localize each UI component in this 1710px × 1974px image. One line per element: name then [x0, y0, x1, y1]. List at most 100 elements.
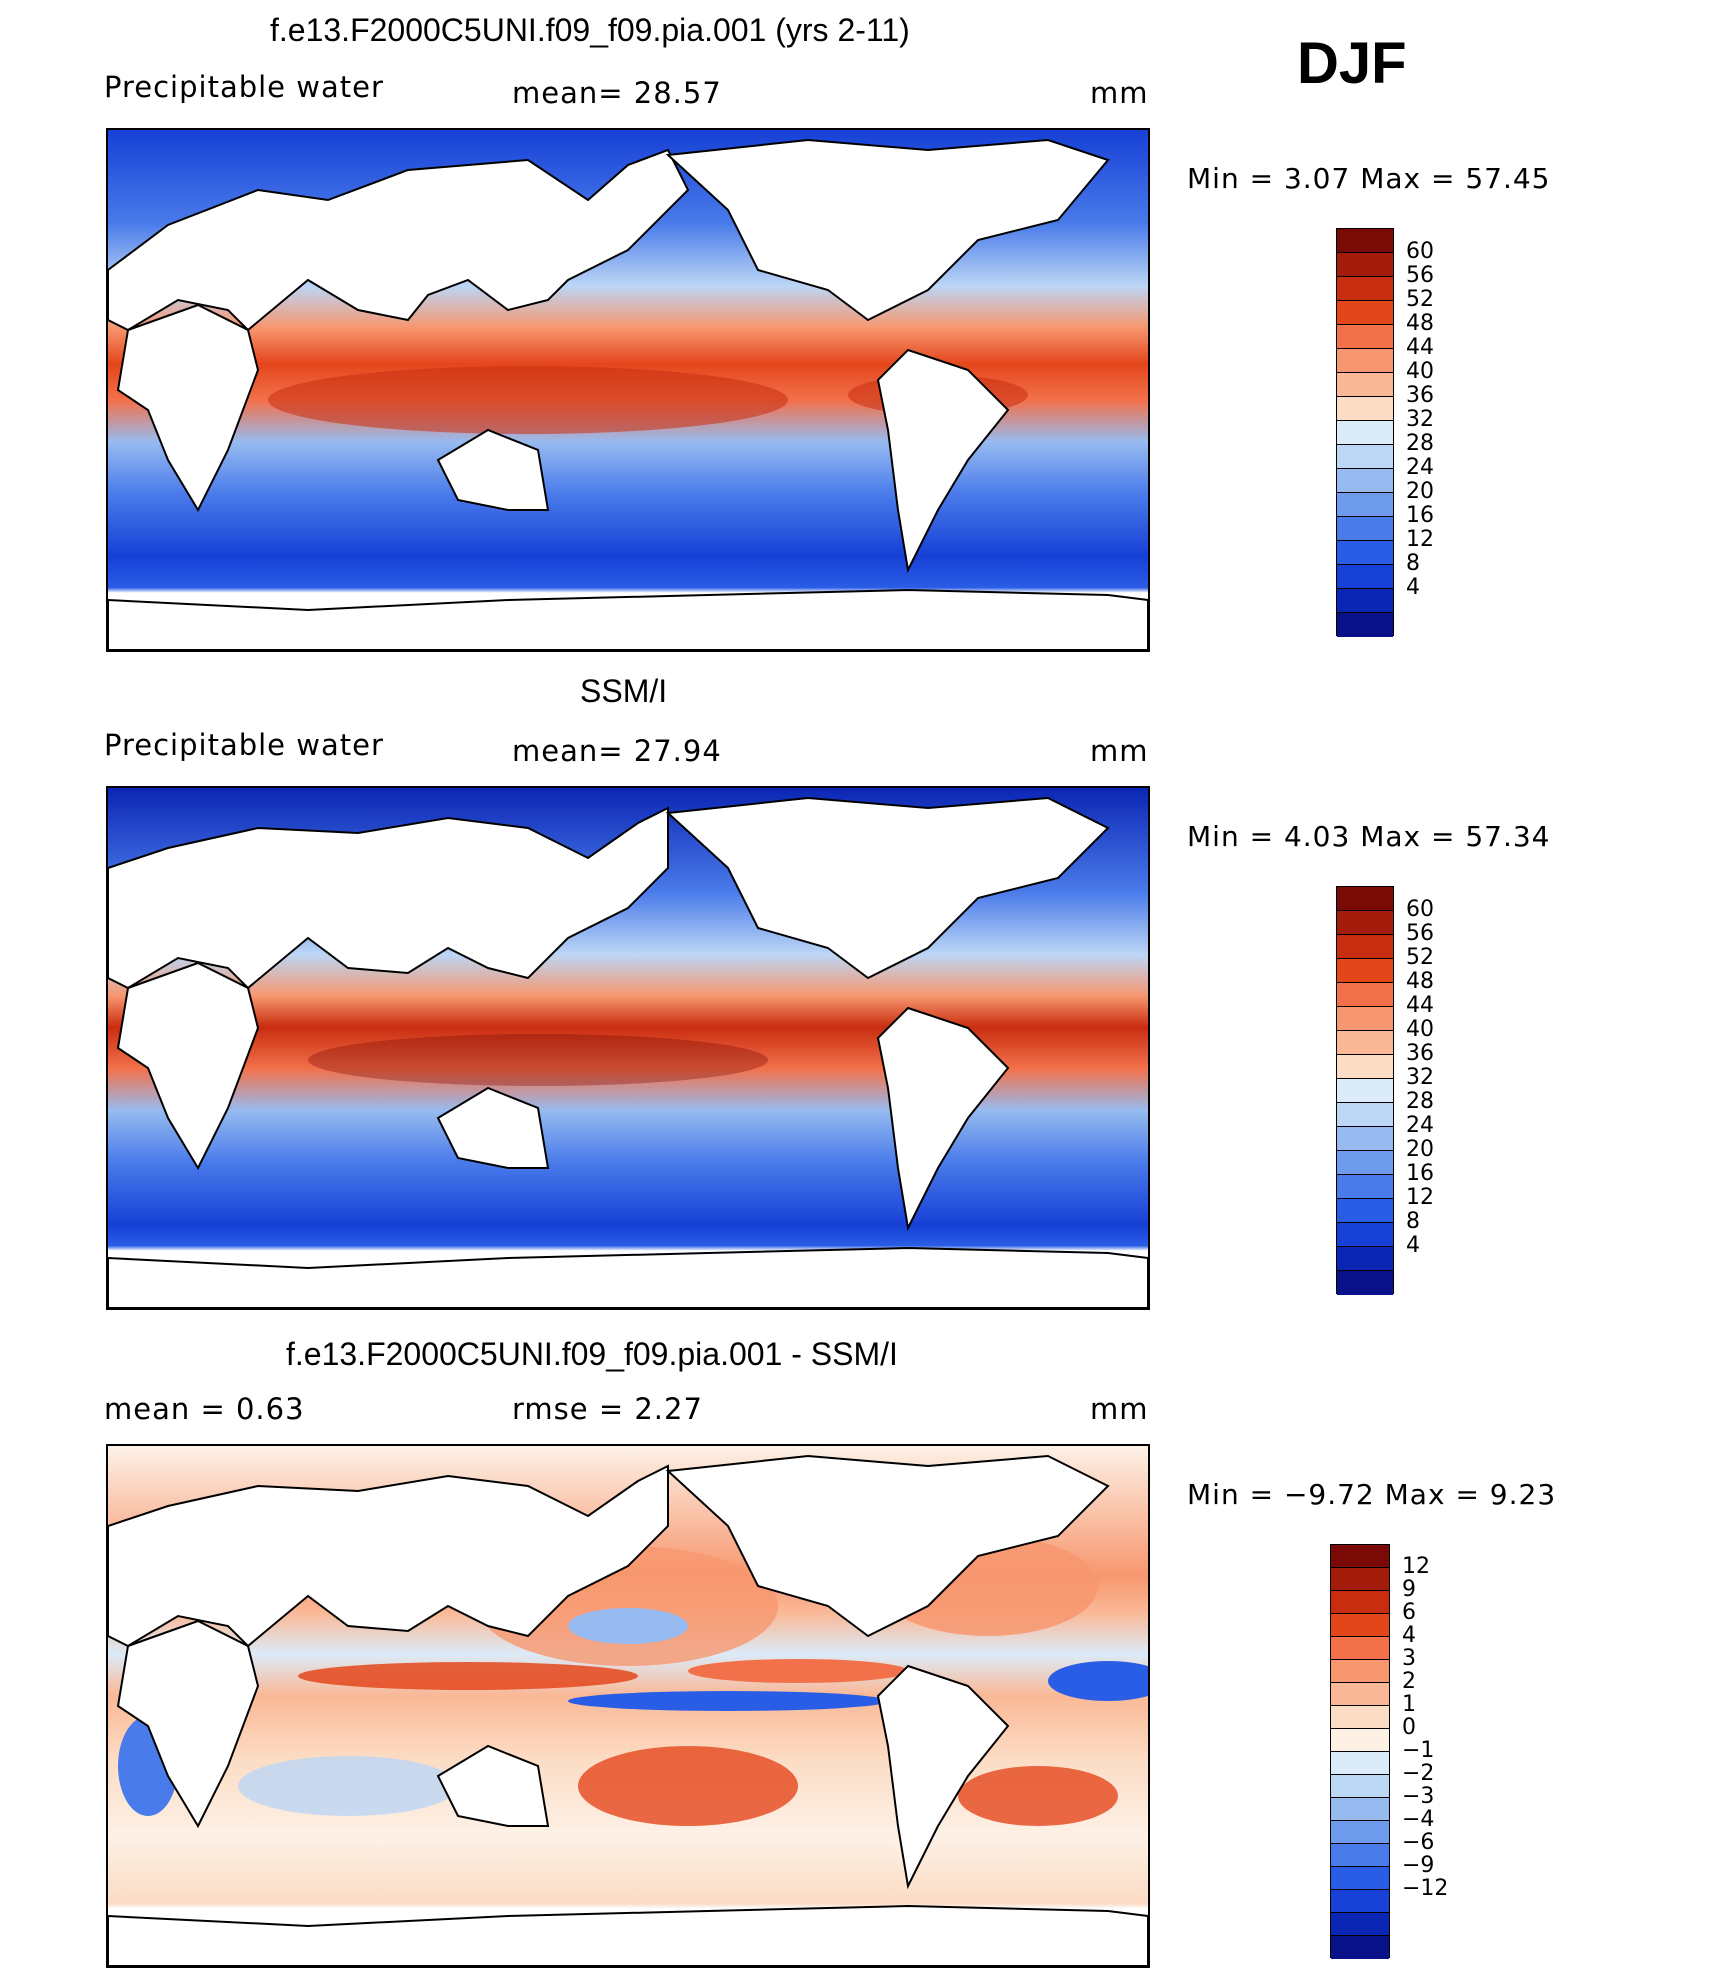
colorbar-label: 16: [1406, 503, 1434, 528]
colorbar-label: 52: [1406, 945, 1434, 970]
colorbar-label: 12: [1402, 1554, 1430, 1579]
panel3-map-svg: [108, 1446, 1148, 1966]
colorbar-segment: [1331, 1752, 1389, 1775]
colorbar-segment: [1331, 1591, 1389, 1614]
colorbar-segment: [1337, 469, 1393, 493]
colorbar-label: 8: [1406, 1209, 1420, 1234]
colorbar-label: 2: [1402, 1669, 1416, 1694]
colorbar-label: 56: [1406, 921, 1434, 946]
panel1-map: [106, 128, 1150, 652]
panel2-map: [106, 786, 1150, 1310]
colorbar-label: 24: [1406, 1113, 1434, 1138]
colorbar-label: −3: [1402, 1784, 1435, 1809]
colorbar-label: 20: [1406, 1137, 1434, 1162]
colorbar-segment: [1331, 1890, 1389, 1913]
colorbar-segment: [1331, 1568, 1389, 1591]
panel3-minmax: Min = −9.72 Max = 9.23: [1187, 1478, 1557, 1511]
colorbar-segment: [1337, 1175, 1393, 1199]
panel1-mean: mean= 28.57: [512, 76, 722, 110]
colorbar-label: 60: [1406, 897, 1434, 922]
colorbar-segment: [1337, 397, 1393, 421]
colorbar-segment: [1337, 253, 1393, 277]
colorbar-segment: [1337, 1055, 1393, 1079]
panel2-map-svg: [108, 788, 1148, 1308]
colorbar-segment: [1337, 1127, 1393, 1151]
colorbar-label: −2: [1402, 1761, 1435, 1786]
panel3-title: f.e13.F2000C5UNI.f09_f09.pia.001 - SSM/I: [286, 1336, 898, 1372]
colorbar-label: 28: [1406, 1089, 1434, 1114]
colorbar-label: 4: [1406, 575, 1420, 600]
colorbar-segment: [1337, 517, 1393, 541]
colorbar-segment: [1331, 1683, 1389, 1706]
season-label: DJF: [1297, 31, 1407, 96]
colorbar-label: 3: [1402, 1646, 1416, 1671]
panel3-map: [106, 1444, 1150, 1968]
colorbar-segment: [1331, 1775, 1389, 1798]
colorbar-segment: [1337, 325, 1393, 349]
panel2-variable: Precipitable water: [104, 728, 384, 762]
colorbar-label: 4: [1402, 1623, 1416, 1648]
colorbar-label: 16: [1406, 1161, 1434, 1186]
colorbar-segment: [1337, 229, 1393, 253]
colorbar-label: 48: [1406, 311, 1434, 336]
colorbar-label: 48: [1406, 969, 1434, 994]
panel1-variable: Precipitable water: [104, 70, 384, 104]
colorbar-segment: [1331, 1729, 1389, 1752]
colorbar-label: −1: [1402, 1738, 1435, 1763]
colorbar-label: 20: [1406, 479, 1434, 504]
panel1-minmax: Min = 3.07 Max = 57.45: [1187, 162, 1551, 195]
colorbar-label: 36: [1406, 383, 1434, 408]
colorbar-segment: [1337, 1103, 1393, 1127]
colorbar-label: 32: [1406, 1065, 1434, 1090]
colorbar-swatches: [1336, 228, 1394, 637]
colorbar-label: 1: [1402, 1692, 1416, 1717]
colorbar-segment: [1337, 1031, 1393, 1055]
colorbar-segment: [1337, 277, 1393, 301]
colorbar-segment: [1331, 1660, 1389, 1683]
colorbar-segment: [1337, 349, 1393, 373]
colorbar-segment: [1331, 1798, 1389, 1821]
colorbar-label: −6: [1402, 1830, 1435, 1855]
colorbar-segment: [1331, 1844, 1389, 1867]
colorbar-segment: [1337, 1079, 1393, 1103]
colorbar-segment: [1337, 1007, 1393, 1031]
colorbar-label: 28: [1406, 431, 1434, 456]
colorbar-swatches: [1336, 886, 1394, 1295]
panel2-minmax: Min = 4.03 Max = 57.34: [1187, 820, 1551, 853]
colorbar-segment: [1337, 613, 1393, 637]
colorbar-segment: [1337, 1199, 1393, 1223]
panel2-mean: mean= 27.94: [512, 734, 722, 768]
colorbar-label: 4: [1406, 1233, 1420, 1258]
colorbar-segment: [1337, 373, 1393, 397]
panel3-units: mm: [1090, 1392, 1149, 1426]
colorbar-label: −12: [1402, 1876, 1449, 1901]
colorbar-segment: [1337, 541, 1393, 565]
colorbar-segment: [1337, 421, 1393, 445]
colorbar-label: 24: [1406, 455, 1434, 480]
panel3-mean: mean = 0.63: [104, 1392, 305, 1426]
colorbar-segment: [1331, 1706, 1389, 1729]
colorbar-label: 8: [1406, 551, 1420, 576]
colorbar-segment: [1337, 1247, 1393, 1271]
colorbar-segment: [1337, 1151, 1393, 1175]
colorbar-segment: [1337, 493, 1393, 517]
colorbar-segment: [1337, 1271, 1393, 1295]
colorbar-segment: [1337, 565, 1393, 589]
colorbar-label: 32: [1406, 407, 1434, 432]
colorbar-label: 0: [1402, 1715, 1416, 1740]
colorbar-label: 56: [1406, 263, 1434, 288]
colorbar-segment: [1337, 301, 1393, 325]
panel1-title: f.e13.F2000C5UNI.f09_f09.pia.001 (yrs 2-…: [270, 12, 910, 48]
colorbar-segment: [1331, 1614, 1389, 1637]
colorbar-label: 12: [1406, 527, 1434, 552]
colorbar-label: 40: [1406, 359, 1434, 384]
colorbar-segment: [1337, 445, 1393, 469]
colorbar-label: 44: [1406, 335, 1434, 360]
colorbar-swatches: [1330, 1544, 1390, 1959]
colorbar-label: 12: [1406, 1185, 1434, 1210]
panel2-units: mm: [1090, 734, 1149, 768]
colorbar-label: 9: [1402, 1577, 1416, 1602]
panel1-map-svg: [108, 130, 1148, 650]
colorbar-label: 36: [1406, 1041, 1434, 1066]
colorbar-segment: [1337, 911, 1393, 935]
